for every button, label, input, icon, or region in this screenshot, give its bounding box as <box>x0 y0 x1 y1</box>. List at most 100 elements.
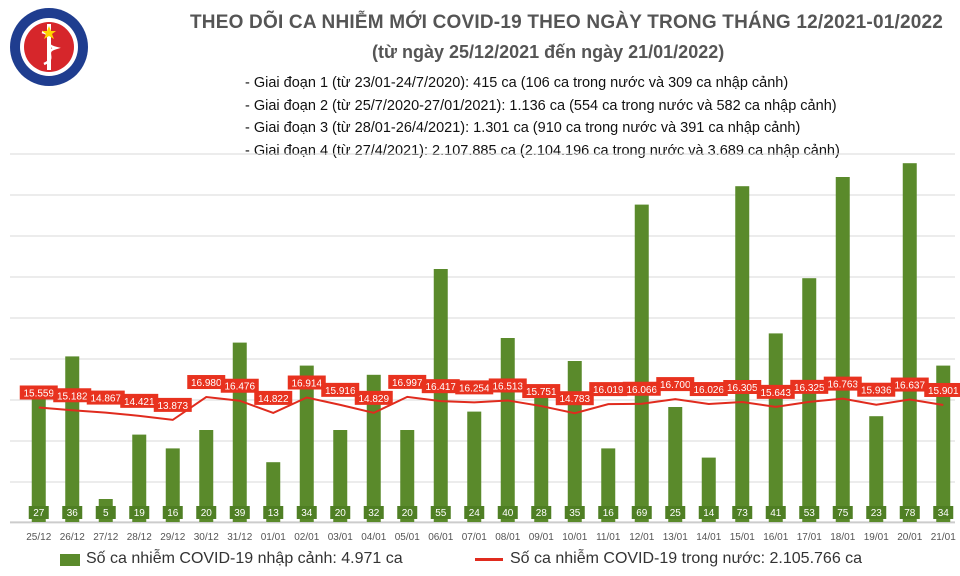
bar <box>433 269 448 522</box>
bar-value-label-bg <box>363 506 384 519</box>
bar <box>31 397 46 522</box>
bar-value-label-bg <box>564 506 585 519</box>
line-value-label-bg <box>388 374 427 389</box>
bar-value-label-bg <box>598 506 619 519</box>
bar-value-label-bg <box>765 506 786 519</box>
bar-value-label: 16 <box>603 508 615 519</box>
bar <box>902 163 917 522</box>
x-tick-label: 05/01 <box>395 532 420 543</box>
bar <box>735 186 750 522</box>
line-value-label: 15.182 <box>57 391 88 402</box>
line-value-label: 14.867 <box>90 394 121 405</box>
bar-value-label: 75 <box>837 508 849 519</box>
line-value-label: 15.916 <box>325 386 356 397</box>
line-value-label-bg <box>354 390 393 405</box>
line-value-label-bg <box>723 379 762 394</box>
bar-value-label: 25 <box>670 508 682 519</box>
bar-value-label-bg <box>832 506 853 519</box>
line-value-label: 16.914 <box>291 379 322 390</box>
bar-value-label-bg <box>866 506 887 519</box>
line-value-label-bg <box>153 397 192 412</box>
bar-value-label: 19 <box>134 508 146 519</box>
bar-value-label-bg <box>665 506 686 519</box>
line-value-label: 16.066 <box>626 385 657 396</box>
x-tick-label: 28/12 <box>127 532 152 543</box>
bar-value-label: 14 <box>703 508 715 519</box>
x-tick-label: 11/01 <box>596 532 621 543</box>
bar-value-label: 78 <box>904 508 916 519</box>
bar-value-label: 40 <box>502 508 514 519</box>
line-value-label: 14.822 <box>258 394 289 405</box>
bar <box>634 204 649 522</box>
bar-value-label: 39 <box>234 508 246 519</box>
bar-value-label: 16 <box>167 508 179 519</box>
bar-value-label-bg <box>162 506 183 519</box>
line-value-label: 14.829 <box>358 394 389 405</box>
line-value-label-bg <box>555 391 594 406</box>
x-tick-label: 19/01 <box>864 532 889 543</box>
line-value-label-bg <box>120 393 159 408</box>
line-value-label-bg <box>622 381 661 396</box>
bar-value-label: 23 <box>871 508 883 519</box>
x-tick-label: 09/01 <box>529 532 554 543</box>
bar-value-label: 41 <box>770 508 782 519</box>
line-value-label: 14.783 <box>559 394 590 405</box>
line-value-label: 15.901 <box>928 386 959 397</box>
bar <box>232 342 247 522</box>
bar <box>400 430 415 522</box>
phase-note-1: - Giai đoạn 1 (từ 23/01-24/7/2020): 415 … <box>245 75 789 91</box>
line-value-label-bg <box>522 384 561 399</box>
line-value-label-bg <box>924 382 960 397</box>
bar-value-label: 20 <box>201 508 213 519</box>
line-value-label: 16.417 <box>425 382 456 393</box>
legend-line-label: Số ca nhiễm COVID-19 trong nước: 2.105.7… <box>510 550 863 567</box>
x-tick-label: 06/01 <box>428 532 453 543</box>
x-tick-label: 08/01 <box>495 532 520 543</box>
line-value-label: 16.026 <box>693 385 724 396</box>
line-value-label: 13.873 <box>157 401 188 412</box>
bar-value-label: 73 <box>737 508 749 519</box>
x-tick-label: 25/12 <box>26 532 51 543</box>
line-value-label-bg <box>287 375 326 390</box>
bar-value-label-bg <box>95 506 116 519</box>
line-value-label-bg <box>589 382 628 397</box>
x-tick-label: 20/01 <box>897 532 922 543</box>
line-value-label: 16.997 <box>392 378 423 389</box>
x-tick-label: 01/01 <box>261 532 286 543</box>
chart-title: THEO DÕI CA NHIỄM MỚI COVID-19 THEO NGÀY… <box>190 12 944 33</box>
bar-value-label-bg <box>397 506 418 519</box>
x-tick-label: 18/01 <box>830 532 855 543</box>
line-value-label-bg <box>254 390 293 405</box>
line-value-label: 16.513 <box>492 381 523 392</box>
bar-value-label-bg <box>62 506 83 519</box>
bar-value-label-bg <box>497 506 518 519</box>
bar-value-label-bg <box>732 506 753 519</box>
bar-value-label: 13 <box>268 508 280 519</box>
line-value-label-bg <box>823 376 862 391</box>
line-value-label: 16.980 <box>191 378 222 389</box>
x-tick-label: 07/01 <box>462 532 487 543</box>
bar <box>65 356 80 522</box>
line-value-label-bg <box>455 380 494 395</box>
bar <box>165 448 180 522</box>
phase-note-3: - Giai đoạn 3 (từ 28/01-26/4/2021): 1.30… <box>245 120 801 136</box>
line-value-label-bg <box>321 382 360 397</box>
bar-value-label-bg <box>229 506 250 519</box>
line-value-label-bg <box>857 382 896 397</box>
phase-notes: - Giai đoạn 1 (từ 23/01-24/7/2020): 415 … <box>245 72 840 162</box>
line-value-label-bg <box>790 379 829 394</box>
bar-value-label: 53 <box>804 508 816 519</box>
legend-line-swatch <box>475 558 503 561</box>
x-tick-label: 03/01 <box>328 532 353 543</box>
x-tick-label: 30/12 <box>194 532 219 543</box>
bar-value-label-bg <box>129 506 150 519</box>
x-tick-label: 04/01 <box>361 532 386 543</box>
legend-bar-label: Số ca nhiễm COVID-19 nhập cảnh: 4.971 ca <box>86 550 403 567</box>
bar-value-label-bg <box>263 506 284 519</box>
x-tick-label: 12/01 <box>629 532 654 543</box>
bar-value-label: 20 <box>335 508 347 519</box>
bar-value-label-bg <box>799 506 820 519</box>
bar-value-label: 36 <box>67 508 79 519</box>
bar <box>701 457 716 522</box>
